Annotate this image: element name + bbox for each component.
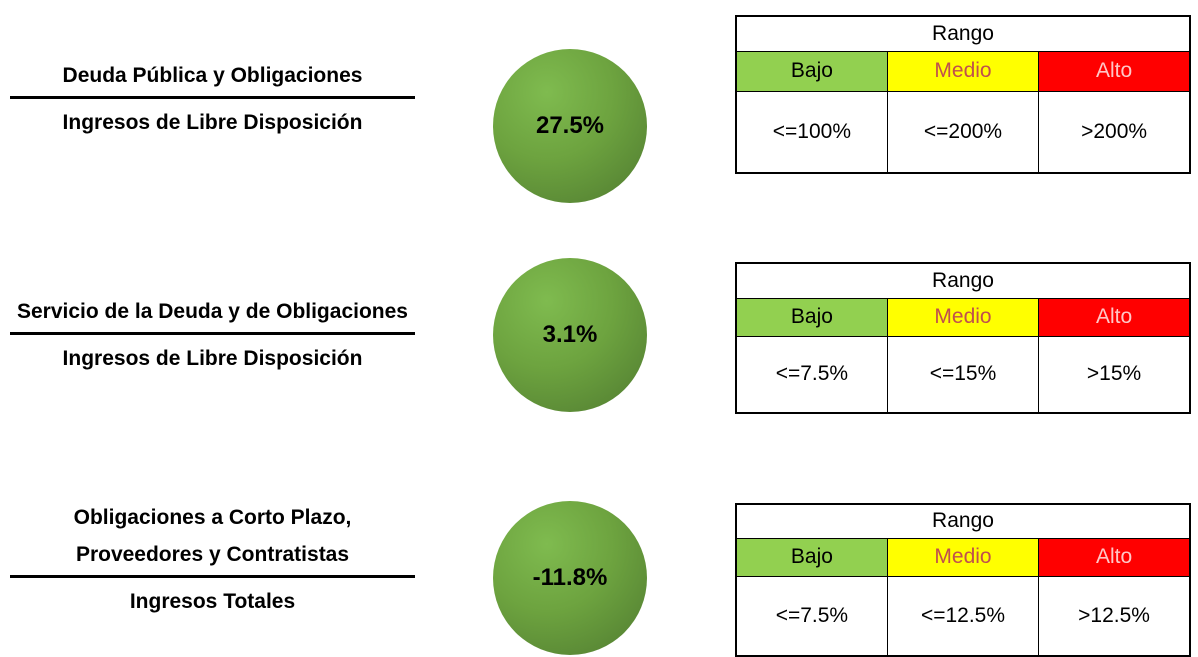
denominator: Ingresos Totales [129,590,296,613]
range-level: Alto [1038,297,1191,337]
range-title: Rango [735,262,1191,299]
indicator-circle: 27.5% [493,49,647,203]
denominator: Ingresos de Libre Disposición [62,347,363,370]
range-threshold-row: <=7.5% <=12.5% >12.5% [735,575,1191,657]
range-header-row: Rango [735,262,1191,299]
range-level: Medio [886,50,1040,92]
range-title: Rango [735,15,1191,52]
range-threshold: <=200% [886,90,1040,174]
range-threshold: >12.5% [1038,575,1191,657]
range-header-row: Rango [735,15,1191,52]
fraction-line: Deuda Pública y Obligaciones Ingresos de … [10,64,415,134]
range-header-row: Rango [735,503,1191,539]
denominator: Ingresos de Libre Disposición [62,111,363,134]
range-level-row: Bajo Medio Alto [735,50,1191,92]
range-threshold: <=100% [735,90,888,174]
indicator-circle: -11.8% [493,501,647,655]
range-title: Rango [735,503,1191,539]
range-table: Rango Bajo Medio Alto <=100% <=200% >200% [735,15,1191,174]
range-level: Bajo [735,537,888,577]
range-level: Bajo [735,50,888,92]
indicator-circle: 3.1% [493,258,647,412]
range-level: Alto [1038,50,1191,92]
range-level: Bajo [735,297,888,337]
numerator: Servicio de la Deuda y de Obligaciones [17,300,408,323]
fraction-line: Servicio de la Deuda y de Obligaciones In… [10,300,415,370]
range-threshold: <=15% [886,335,1040,414]
range-table: Rango Bajo Medio Alto <=7.5% <=12.5% >12.5% [735,503,1191,657]
fraction-line: Obligaciones a Corto Plazo, Proveedores … [10,506,415,613]
range-threshold: <=7.5% [735,575,888,657]
range-level-row: Bajo Medio Alto [735,537,1191,577]
range-table: Rango Bajo Medio Alto <=7.5% <=15% >15% [735,262,1191,414]
range-threshold: <=12.5% [886,575,1040,657]
range-level-row: Bajo Medio Alto [735,297,1191,337]
range-threshold: >200% [1038,90,1191,174]
range-threshold: <=7.5% [735,335,888,414]
range-threshold-row: <=100% <=200% >200% [735,90,1191,174]
range-threshold: >15% [1038,335,1191,414]
numerator: Deuda Pública y Obligaciones [62,64,363,87]
range-level: Medio [886,297,1040,337]
range-threshold-row: <=7.5% <=15% >15% [735,335,1191,414]
numerator: Obligaciones a Corto Plazo, Proveedores … [73,506,352,566]
range-level: Alto [1038,537,1191,577]
range-level: Medio [886,537,1040,577]
